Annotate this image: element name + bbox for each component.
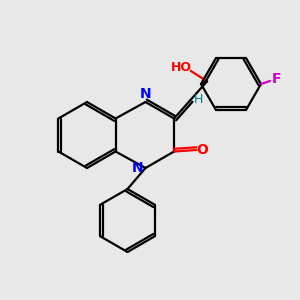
Text: HO: HO [170, 61, 191, 74]
Text: H: H [194, 93, 203, 106]
Text: O: O [196, 143, 208, 157]
Text: N: N [131, 161, 143, 175]
Text: N: N [140, 88, 151, 101]
Text: F: F [272, 72, 281, 86]
